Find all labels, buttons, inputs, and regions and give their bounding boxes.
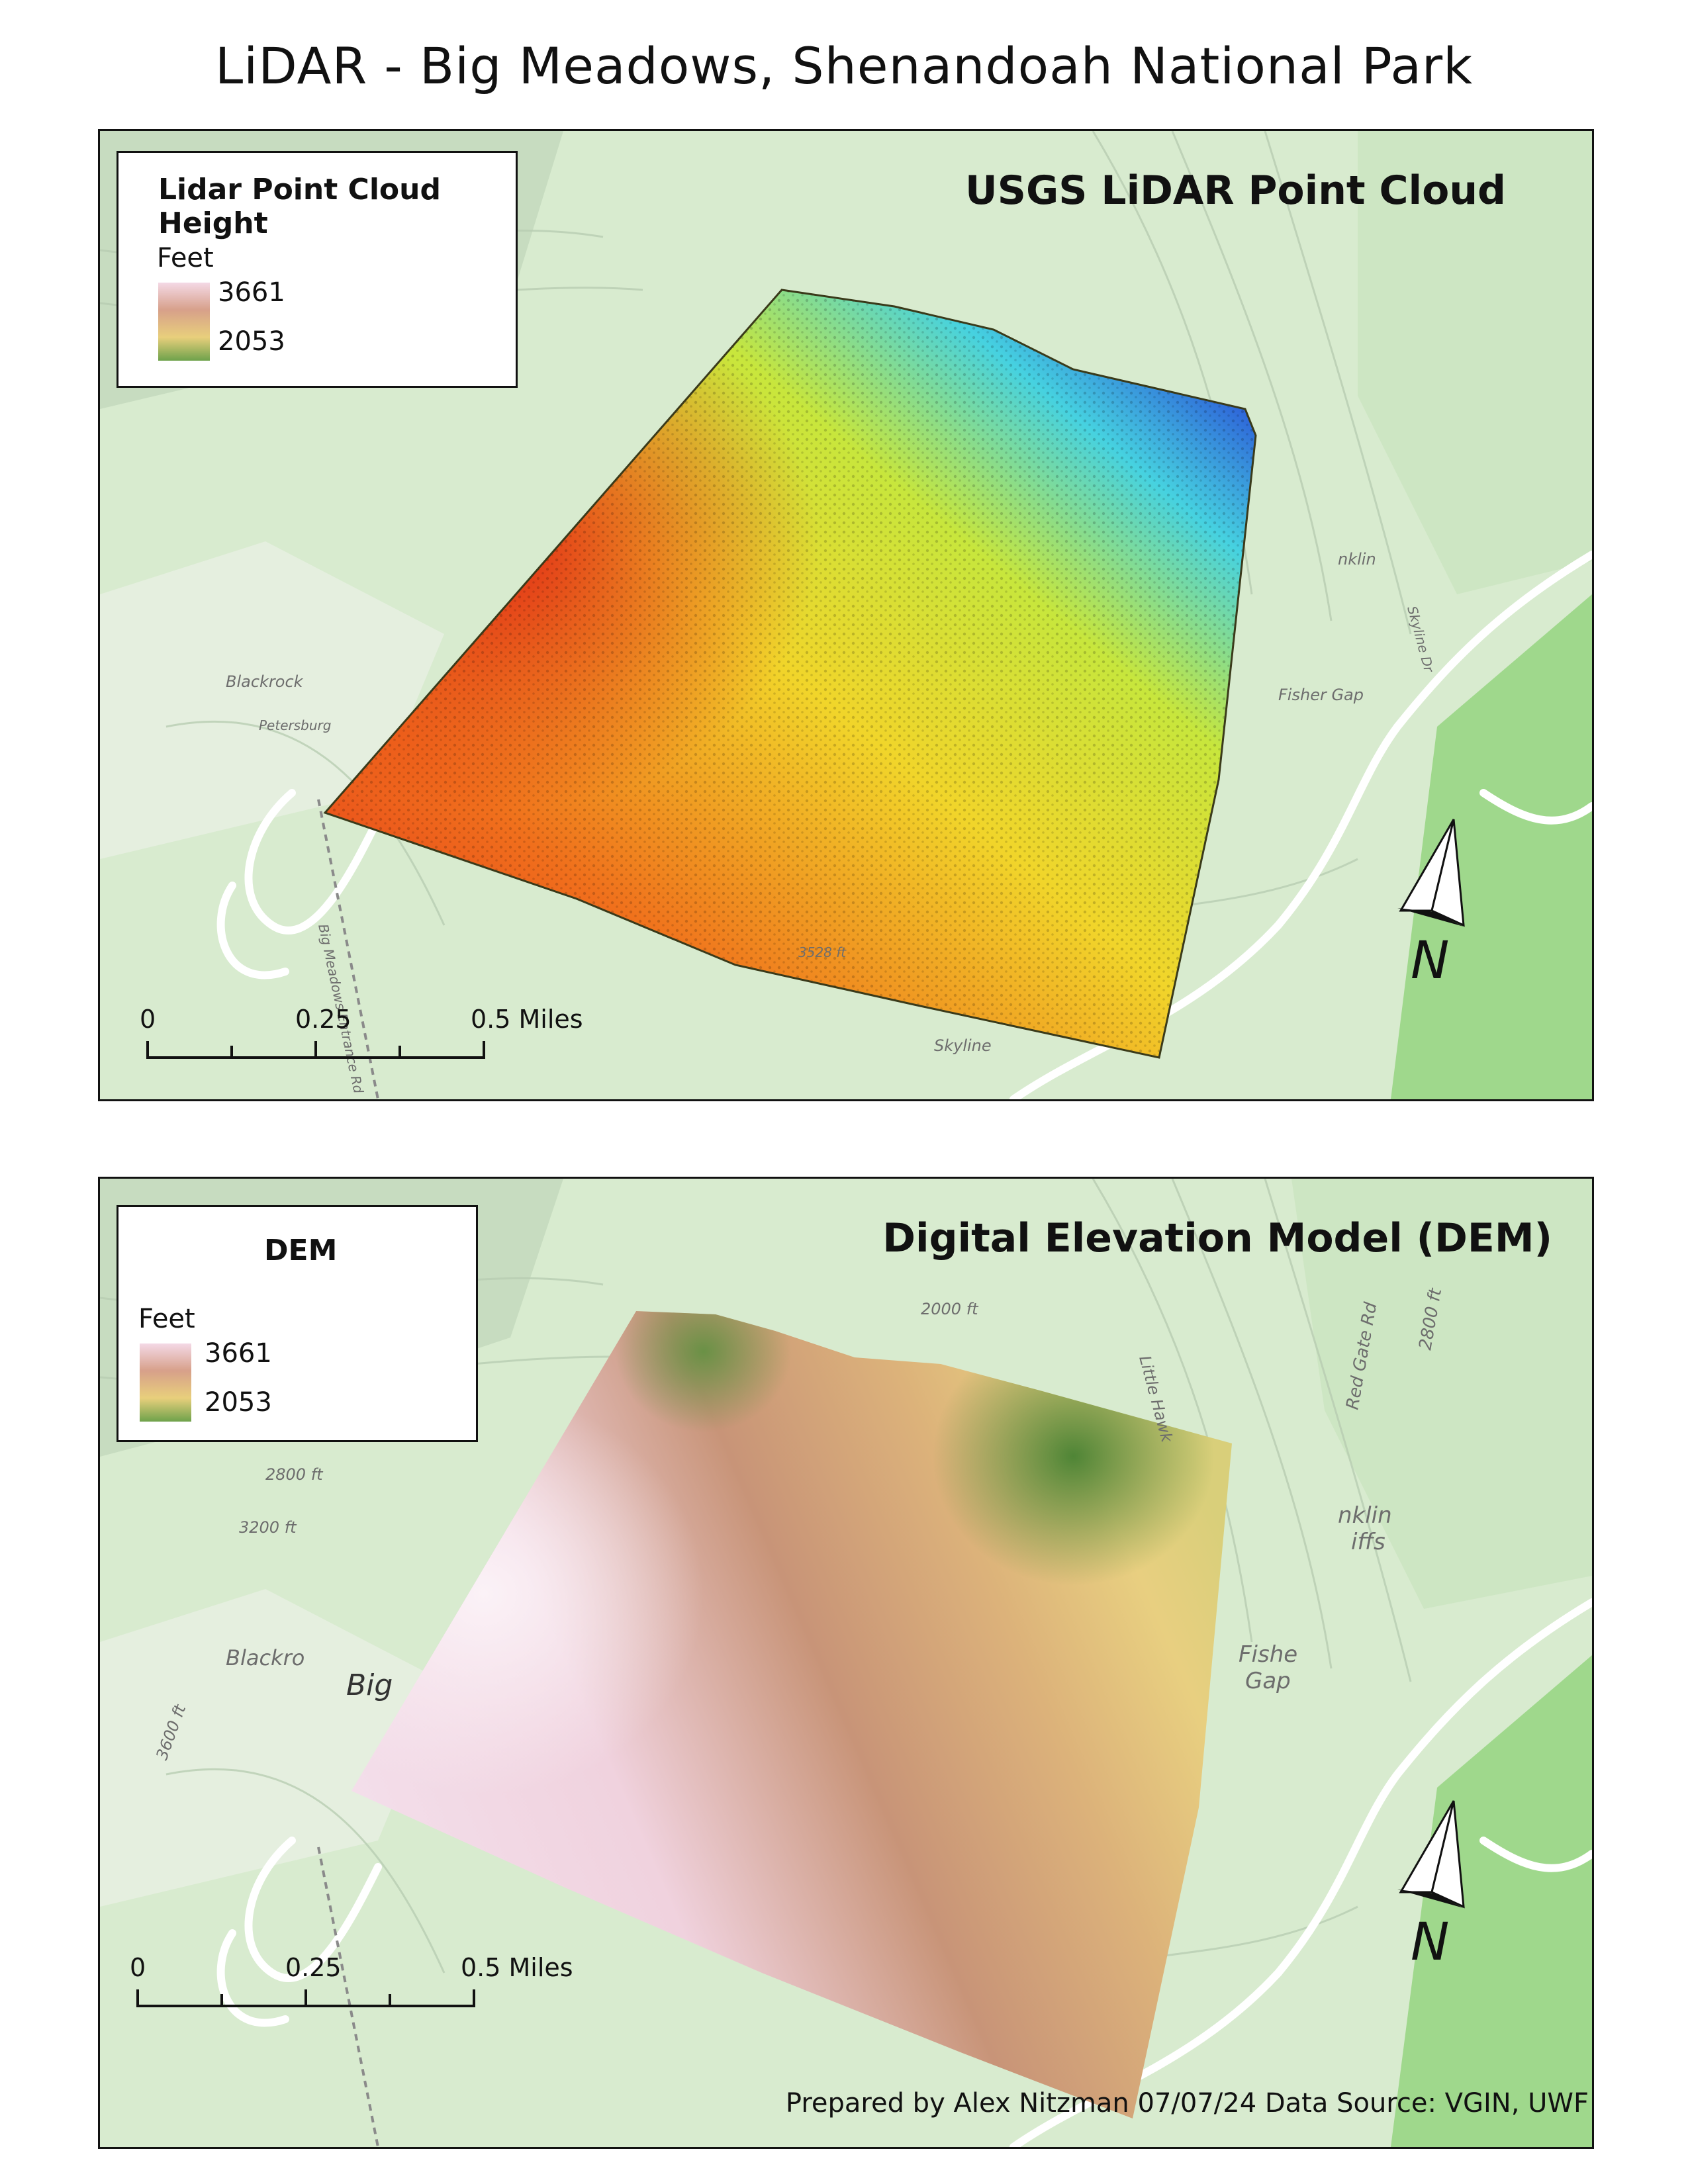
map-heading: Digital Elevation Model (DEM) bbox=[882, 1215, 1552, 1261]
scale-label-end: 0.5 Miles bbox=[461, 1953, 573, 1982]
legend-title: DEM bbox=[264, 1234, 338, 1267]
map-label-fisher-gap: Fisher Gap bbox=[1278, 686, 1364, 704]
map-label-big: Big bbox=[346, 1668, 393, 1702]
map-label-blackrock: Blackro bbox=[226, 1645, 305, 1670]
dem-map-panel[interactable]: Blackro 3600 ft 3200 ft 2800 ft 2000 ft … bbox=[98, 1177, 1594, 2149]
legend-unit: Feet bbox=[157, 243, 214, 273]
scale-label-zero: 0 bbox=[130, 1953, 146, 1982]
legend-color-ramp bbox=[140, 1343, 191, 1422]
north-label: N bbox=[1411, 1913, 1449, 1966]
scale-bar: 0 0.25 0.5 Miles bbox=[140, 1005, 583, 1071]
map-label-franklin: nklin bbox=[1338, 1502, 1392, 1529]
map-label-petersburg: Petersburg bbox=[259, 717, 331, 733]
scale-label-mid: 0.25 bbox=[285, 1953, 342, 1982]
map-heading: USGS LiDAR Point Cloud bbox=[965, 167, 1506, 214]
map-label-elevation: 3528 ft bbox=[798, 944, 847, 960]
dem-basemap: Blackro 3600 ft 3200 ft 2800 ft 2000 ft … bbox=[100, 1179, 1592, 2147]
map-label-skyline: Skyline bbox=[934, 1036, 992, 1055]
scale-label-zero: 0 bbox=[140, 1005, 156, 1034]
map-label-cliffs: iffs bbox=[1351, 1529, 1385, 1555]
map-label-gap: Gap bbox=[1245, 1668, 1291, 1694]
page-title: LiDAR - Big Meadows, Shenandoah National… bbox=[214, 36, 1474, 95]
legend: DEM Feet 3661 2053 bbox=[117, 1205, 478, 1442]
north-label: N bbox=[1411, 931, 1449, 985]
legend: Lidar Point Cloud Height Feet 3661 2053 bbox=[117, 151, 518, 388]
scale-label-mid: 0.25 bbox=[295, 1005, 352, 1034]
map-label-franklin: nklin bbox=[1338, 550, 1376, 569]
scale-label-end: 0.5 Miles bbox=[471, 1005, 583, 1034]
legend-high-value: 3661 bbox=[205, 1338, 272, 1369]
map-label-2800ft-west: 2800 ft bbox=[265, 1465, 324, 1484]
north-arrow-icon: N bbox=[1397, 819, 1465, 985]
legend-low-value: 2053 bbox=[205, 1387, 272, 1418]
credit-text: Prepared by Alex Nitzman 07/07/24 Data S… bbox=[785, 2088, 1589, 2118]
legend-unit: Feet bbox=[138, 1304, 195, 1334]
legend-color-ramp bbox=[158, 283, 210, 361]
map-label-2000ft: 2000 ft bbox=[921, 1300, 979, 1318]
legend-title: Lidar Point Cloud Height bbox=[158, 173, 441, 240]
map-label-3200ft: 3200 ft bbox=[239, 1518, 297, 1537]
legend-low-value: 2053 bbox=[218, 326, 285, 357]
map-label-blackrock: Blackrock bbox=[226, 672, 304, 691]
north-arrow-icon: N bbox=[1397, 1800, 1465, 1966]
legend-high-value: 3661 bbox=[218, 277, 285, 308]
scale-bar: 0 0.25 0.5 Miles bbox=[130, 1953, 573, 2019]
lidar-map-panel[interactable]: Blackrock Petersburg Big Meadows Entranc… bbox=[98, 129, 1594, 1101]
lidar-basemap: Blackrock Petersburg Big Meadows Entranc… bbox=[100, 131, 1592, 1099]
map-label-fisher: Fishe bbox=[1239, 1641, 1297, 1668]
